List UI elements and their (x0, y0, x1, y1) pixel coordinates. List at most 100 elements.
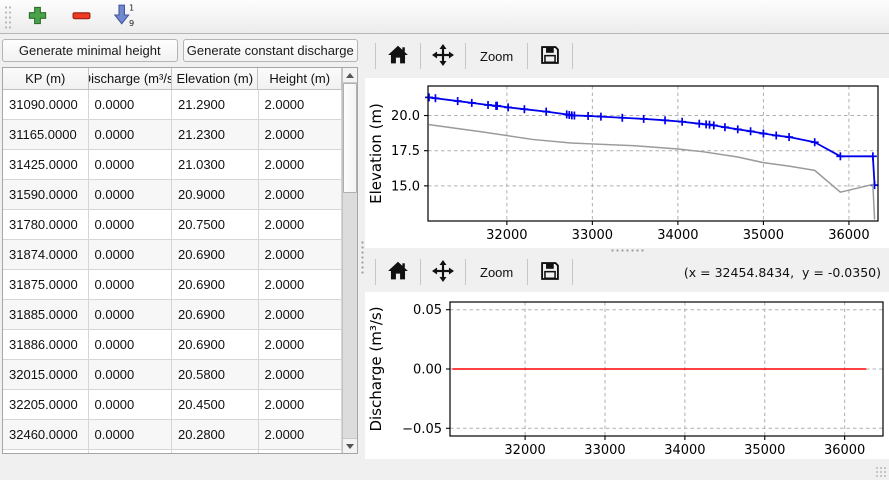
splitter-dots (610, 248, 644, 252)
table-cell[interactable]: 0.0000 (89, 390, 173, 419)
table-cell[interactable]: 2.0000 (259, 390, 342, 419)
table-cell[interactable]: 20.7500 (172, 210, 259, 239)
table-cell[interactable]: 0.0000 (89, 210, 173, 239)
table-cell[interactable]: 20.6900 (172, 270, 259, 299)
save-icon (539, 44, 561, 69)
svg-text:9: 9 (129, 18, 134, 27)
plots-splitter[interactable] (365, 248, 889, 252)
table-cell[interactable]: 20.6900 (172, 330, 259, 359)
table-row: 31590.0000 0.0000 20.9000 2.0000 (3, 180, 342, 210)
table-cell[interactable]: 0.0000 (89, 300, 173, 329)
generate-constant-discharge-button[interactable]: Generate constant discharge (182, 39, 358, 62)
scrollbar-thumb[interactable] (343, 83, 357, 193)
table-cell[interactable]: 2.0000 (259, 120, 342, 149)
table-cell[interactable]: 32460.0000 (3, 420, 89, 449)
table-cell[interactable] (3, 450, 89, 453)
add-icon (27, 5, 48, 29)
table-cell[interactable]: 21.0300 (172, 150, 259, 179)
table-cell[interactable]: 2.0000 (259, 180, 342, 209)
table-cell[interactable]: 0.0000 (89, 360, 173, 389)
table-cell[interactable]: 0.0000 (89, 420, 173, 449)
table-row: 31886.0000 0.0000 20.6900 2.0000 (3, 330, 342, 360)
table-cell[interactable]: 0.0000 (89, 330, 173, 359)
table-cell[interactable]: 2.0000 (259, 90, 342, 119)
elevation-chart[interactable]: 32000 33000 34000 35000 36000 15.0 17.5 20.0 Ele… (365, 78, 889, 248)
zoom-button[interactable]: Zoom (472, 256, 521, 288)
table-cell[interactable]: 31425.0000 (3, 150, 89, 179)
elevation-figure[interactable]: 32000 33000 34000 35000 36000 15.0 17.5 20.0 Ele… (365, 78, 889, 248)
home-icon (387, 260, 409, 285)
save-button[interactable] (534, 40, 566, 72)
discharge-figure[interactable]: 32000 33000 34000 35000 36000 −0.05 0.00 0.05 Di… (365, 292, 889, 459)
table-cell[interactable]: 31780.0000 (3, 210, 89, 239)
elevation-plot-toolbar: Zoom (365, 34, 889, 78)
table-cell[interactable]: 2.0000 (259, 300, 342, 329)
table-cell[interactable]: 20.5800 (172, 360, 259, 389)
save-button[interactable] (534, 256, 566, 288)
pan-button[interactable] (427, 256, 459, 288)
svg-text:32000: 32000 (486, 228, 527, 243)
remove-row-button[interactable] (64, 3, 98, 31)
table-cell[interactable] (259, 450, 342, 453)
table-cell[interactable]: 32205.0000 (3, 390, 89, 419)
table-cell[interactable]: 20.6900 (172, 240, 259, 269)
table-cell[interactable]: 20.6900 (172, 300, 259, 329)
size-grip[interactable] (875, 466, 887, 478)
pan-button[interactable] (427, 40, 459, 72)
column-header-elevation[interactable]: Elevation (m) (172, 68, 259, 89)
table-cell[interactable] (89, 450, 173, 453)
add-row-button[interactable] (20, 3, 54, 31)
svg-text:34000: 34000 (657, 228, 698, 243)
table-cell[interactable]: 2.0000 (259, 270, 342, 299)
table-cell[interactable]: 31875.0000 (3, 270, 89, 299)
table-cell[interactable]: 2.0000 (259, 420, 342, 449)
table-cell[interactable]: 20.2800 (172, 420, 259, 449)
remove-icon (71, 5, 92, 29)
zoom-button[interactable]: Zoom (472, 40, 521, 72)
home-button[interactable] (382, 40, 414, 72)
table-panel: Generate minimal height Generate constan… (0, 34, 360, 480)
table-cell[interactable]: 31886.0000 (3, 330, 89, 359)
table-row: 31874.0000 0.0000 20.6900 2.0000 (3, 240, 342, 270)
scroll-down-button[interactable] (343, 438, 357, 453)
table-cell[interactable]: 31874.0000 (3, 240, 89, 269)
pan-icon (432, 259, 454, 285)
table-cell[interactable]: 31590.0000 (3, 180, 89, 209)
table-cell[interactable]: 0.0000 (89, 240, 173, 269)
panel-splitter[interactable] (360, 34, 365, 480)
table-cell[interactable]: 21.2300 (172, 120, 259, 149)
table-cell[interactable]: 31165.0000 (3, 120, 89, 149)
column-header-height[interactable]: Height (m) (258, 68, 342, 89)
table-cell[interactable] (172, 450, 259, 453)
table-cell[interactable]: 20.9000 (172, 180, 259, 209)
table-cell[interactable]: 0.0000 (89, 120, 173, 149)
table-cell[interactable]: 2.0000 (259, 210, 342, 239)
table-cell[interactable]: 31090.0000 (3, 90, 89, 119)
sort-rows-button[interactable]: 1 9 (108, 3, 142, 31)
scroll-up-button[interactable] (343, 68, 357, 83)
table-cell[interactable]: 32015.0000 (3, 360, 89, 389)
table-cell[interactable]: 2.0000 (259, 150, 342, 179)
table-cell[interactable]: 0.0000 (89, 270, 173, 299)
column-header-kp[interactable]: KP (m) (3, 68, 89, 89)
generate-minimal-height-button[interactable]: Generate minimal height (2, 39, 178, 62)
discharge-chart[interactable]: 32000 33000 34000 35000 36000 −0.05 0.00 0.05 Di… (365, 292, 889, 459)
table-cell[interactable]: 21.2900 (172, 90, 259, 119)
column-header-discharge[interactable]: Discharge (m³/s) (89, 68, 172, 89)
table-cell[interactable]: 31885.0000 (3, 300, 89, 329)
svg-text:20.0: 20.0 (391, 109, 420, 124)
scrollbar-track[interactable] (343, 83, 357, 438)
table-cell[interactable]: 0.0000 (89, 150, 173, 179)
pan-icon (432, 43, 454, 69)
table-cell[interactable]: 2.0000 (259, 330, 342, 359)
table-cell[interactable]: 2.0000 (259, 240, 342, 269)
table-cell[interactable]: 2.0000 (259, 360, 342, 389)
toolbar-drag-handle[interactable] (4, 4, 12, 29)
svg-text:17.5: 17.5 (391, 144, 420, 159)
table-cell[interactable]: 20.4500 (172, 390, 259, 419)
table-toolbar: 1 9 (0, 0, 889, 34)
splitter-dots (361, 240, 364, 274)
table-cell[interactable]: 0.0000 (89, 180, 173, 209)
home-button[interactable] (382, 256, 414, 288)
table-cell[interactable]: 0.0000 (89, 90, 173, 119)
